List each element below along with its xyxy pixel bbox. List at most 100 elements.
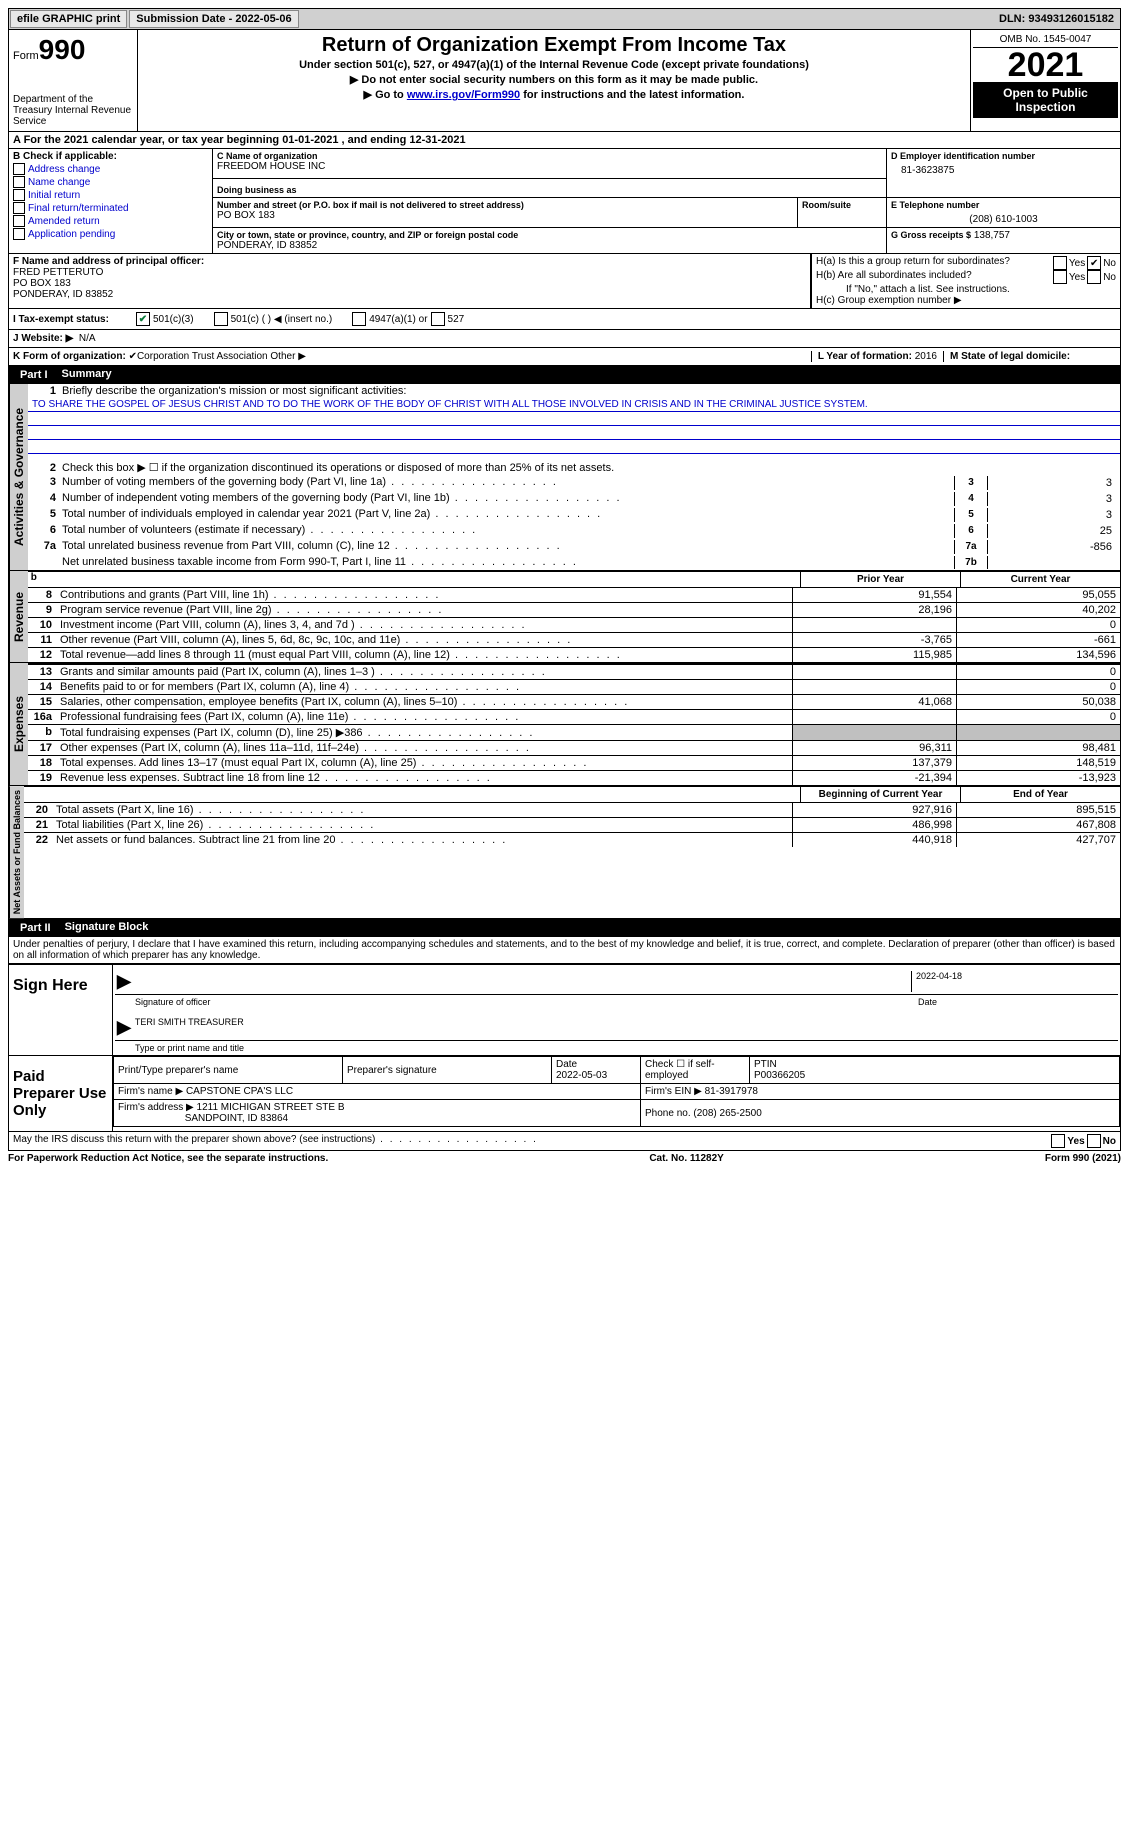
room-label: Room/suite — [798, 198, 886, 227]
box-g: G Gross receipts $ 138,757 — [887, 227, 1120, 253]
cb-amended[interactable]: Amended return — [13, 215, 208, 227]
signature-block: Sign Here ▶ 2022-04-18 Signature of offic… — [8, 964, 1121, 1132]
box-f: F Name and address of principal officer:… — [9, 254, 811, 308]
box-b-label: B Check if applicable: — [13, 151, 117, 162]
summary-section: Activities & Governance 1Briefly describ… — [8, 384, 1121, 571]
expenses-section: Expenses 13Grants and similar amounts pa… — [8, 663, 1121, 786]
cb-initial-return[interactable]: Initial return — [13, 189, 208, 201]
ein-value: 81-3623875 — [891, 161, 1116, 176]
hb-no[interactable] — [1087, 270, 1101, 284]
ha-yes[interactable] — [1053, 256, 1067, 270]
revenue-section: Revenue bPrior YearCurrent Year 8Contrib… — [8, 571, 1121, 663]
cb-final-return[interactable]: Final return/terminated — [13, 202, 208, 214]
form-id-block: Form990 Department of the Treasury Inter… — [9, 30, 138, 131]
efile-print-button[interactable]: efile GRAPHIC print — [10, 10, 127, 28]
cb-corp[interactable]: ✔ — [129, 351, 137, 362]
col-current: Current Year — [960, 572, 1120, 587]
page-footer: For Paperwork Reduction Act Notice, see … — [8, 1151, 1121, 1166]
form-title-block: Return of Organization Exempt From Incom… — [138, 30, 971, 131]
sign-here-label: Sign Here — [9, 965, 113, 1055]
table-row: 21Total liabilities (Part X, line 26)486… — [24, 817, 1120, 832]
col-begin: Beginning of Current Year — [800, 787, 960, 802]
box-j-website: J Website: ▶ N/A — [8, 330, 1121, 348]
form-header: Form990 Department of the Treasury Inter… — [8, 30, 1121, 132]
form-subtitle-3: ▶ Go to www.irs.gov/Form990 for instruct… — [142, 88, 966, 101]
form-subtitle-1: Under section 501(c), 527, or 4947(a)(1)… — [142, 59, 966, 71]
penalties-text: Under penalties of perjury, I declare th… — [8, 937, 1121, 964]
cb-501c3[interactable]: ✔ — [136, 312, 150, 326]
open-to-public: Open to Public Inspection — [973, 82, 1118, 118]
dept-label: Department of the Treasury Internal Reve… — [13, 94, 133, 127]
table-row: 22Net assets or fund balances. Subtract … — [24, 832, 1120, 847]
city-value: PONDERAY, ID 83852 — [217, 240, 882, 251]
box-cdefg: C Name of organization FREEDOM HOUSE INC… — [213, 149, 1120, 253]
summary-line-7b: Net unrelated business taxable income fr… — [28, 555, 1120, 570]
discuss-row: May the IRS discuss this return with the… — [8, 1132, 1121, 1151]
addr-value: PO BOX 183 — [217, 210, 793, 221]
officer-addr1: PO BOX 183 — [13, 278, 806, 289]
tab-netassets: Net Assets or Fund Balances — [9, 786, 24, 918]
discuss-yes[interactable] — [1051, 1134, 1065, 1148]
tax-status-label: I Tax-exempt status: — [13, 314, 133, 325]
sig-officer-field[interactable] — [135, 971, 911, 992]
phone-value: (208) 610-1003 — [891, 210, 1116, 225]
table-row: 14Benefits paid to or for members (Part … — [28, 679, 1120, 694]
fh-block: F Name and address of principal officer:… — [8, 254, 1121, 309]
form-number: 990 — [39, 34, 86, 65]
cb-501c[interactable] — [214, 312, 228, 326]
sig-date: 2022-04-18 — [911, 971, 1116, 992]
sig-name: TERI SMITH TREASURER — [135, 1017, 244, 1038]
goto-prefix: ▶ Go to — [364, 89, 407, 101]
officer-addr2: PONDERAY, ID 83852 — [13, 289, 806, 300]
ha-no[interactable]: ✔ — [1087, 256, 1101, 270]
mission-label: Briefly describe the organization's miss… — [62, 385, 1116, 397]
table-row: 9Program service revenue (Part VIII, lin… — [28, 602, 1120, 617]
box-b: B Check if applicable: Address change Na… — [9, 149, 213, 253]
irs-link[interactable]: www.irs.gov/Form990 — [407, 89, 520, 101]
discuss-no[interactable] — [1087, 1134, 1101, 1148]
col-prior: Prior Year — [800, 572, 960, 587]
col-b-blank: b — [28, 572, 800, 587]
gross-receipts: 138,757 — [974, 230, 1010, 241]
summary-line-7a: 7aTotal unrelated business revenue from … — [28, 539, 1120, 555]
tab-expenses: Expenses — [9, 663, 28, 785]
cb-4947[interactable] — [352, 312, 366, 326]
box-h: H(a) Is this a group return for subordin… — [811, 254, 1120, 308]
ha-label: H(a) Is this a group return for subordin… — [816, 256, 1051, 270]
box-c-city: City or town, state or province, country… — [213, 228, 887, 253]
cb-address-change[interactable]: Address change — [13, 163, 208, 175]
hb-label: H(b) Are all subordinates included? — [816, 270, 1051, 284]
cb-application-pending[interactable]: Application pending — [13, 228, 208, 240]
form-subtitle-2: ▶ Do not enter social security numbers o… — [142, 73, 966, 86]
box-l: L Year of formation: 2016 — [811, 351, 943, 362]
cb-name-change[interactable]: Name change — [13, 176, 208, 188]
sig-officer-label: Signature of officer — [135, 997, 210, 1007]
table-row: 17Other expenses (Part IX, column (A), l… — [28, 740, 1120, 755]
footer-right: Form 990 (2021) — [1045, 1153, 1121, 1164]
paid-preparer-label: Paid Preparer Use Only — [9, 1056, 113, 1131]
cb-527[interactable] — [431, 312, 445, 326]
sig-arrow-icon: ▶ — [117, 971, 131, 992]
table-row: 11Other revenue (Part VIII, column (A), … — [28, 632, 1120, 647]
calendar-year-row: A For the 2021 calendar year, or tax yea… — [8, 132, 1121, 149]
mission-blank2 — [28, 426, 1120, 440]
sig-name-label: Type or print name and title — [115, 1043, 1118, 1053]
year-block: OMB No. 1545-0047 2021 Open to Public In… — [971, 30, 1120, 131]
dba-label: Doing business as — [217, 185, 882, 195]
top-toolbar: efile GRAPHIC print Submission Date - 20… — [8, 8, 1121, 30]
hb-yes[interactable] — [1053, 270, 1067, 284]
addr-label: Number and street (or P.O. box if mail i… — [217, 200, 793, 210]
footer-left: For Paperwork Reduction Act Notice, see … — [8, 1153, 328, 1164]
table-row: bTotal fundraising expenses (Part IX, co… — [28, 724, 1120, 740]
hc-label: H(c) Group exemption number ▶ — [816, 295, 1116, 306]
mission-blank3 — [28, 440, 1120, 454]
officer-name: FRED PETTERUTO — [13, 267, 806, 278]
part1-header: Part ISummary — [8, 366, 1121, 384]
box-c-name: C Name of organization FREEDOM HOUSE INC… — [213, 149, 887, 197]
mission-text: TO SHARE THE GOSPEL OF JESUS CHRIST AND … — [28, 398, 1120, 412]
mission-blank1 — [28, 412, 1120, 426]
box-e: E Telephone number (208) 610-1003 — [887, 198, 1120, 227]
table-row: 16aProfessional fundraising fees (Part I… — [28, 709, 1120, 724]
table-row: 10Investment income (Part VIII, column (… — [28, 617, 1120, 632]
table-row: 13Grants and similar amounts paid (Part … — [28, 664, 1120, 679]
